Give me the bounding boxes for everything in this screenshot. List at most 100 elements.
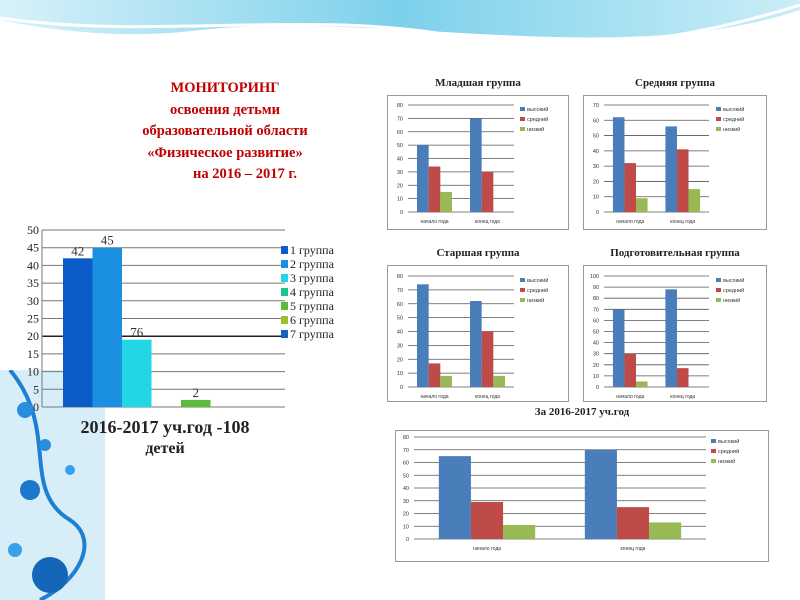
y-tick-label: 30 bbox=[397, 343, 403, 349]
bar-высокий bbox=[612, 309, 625, 387]
y-tick-label: 15 bbox=[27, 347, 39, 361]
legend-label: средний bbox=[718, 448, 739, 455]
summary-chart-svg: 0 5 10 15 20 25 30 35 40 45 50 42 1 группа 45 2 группа… bbox=[27, 223, 335, 457]
bar-высокий bbox=[470, 118, 482, 212]
y-tick-label: 10 bbox=[593, 374, 599, 380]
bar-низкий bbox=[636, 198, 648, 212]
y-tick-label: 20 bbox=[397, 357, 403, 363]
legend-swatch bbox=[281, 288, 288, 296]
legend-label: высокий bbox=[723, 106, 744, 113]
y-tick-label: 60 bbox=[397, 130, 403, 136]
legend-label: 7 группа bbox=[290, 327, 335, 341]
senior-group-chart: 0 10 20 30 40 50 60 70 80 начало года конец года вы… bbox=[387, 265, 569, 402]
chart-title: За 2016-2017 уч.год bbox=[534, 406, 630, 418]
bar-высокий bbox=[417, 284, 429, 387]
legend-label: средний bbox=[723, 287, 744, 294]
y-tick-label: 45 bbox=[27, 241, 39, 255]
y-tick-label: 30 bbox=[27, 294, 39, 308]
y-tick-label: 0 bbox=[400, 385, 403, 391]
y-tick-label: 70 bbox=[593, 307, 599, 313]
y-tick-label: 20 bbox=[403, 512, 409, 518]
bar-низкий bbox=[636, 381, 648, 387]
x-tick-label: начало года bbox=[616, 219, 644, 225]
y-tick-label: 20 bbox=[397, 183, 403, 189]
bar-низкий bbox=[493, 375, 505, 387]
legend-label: 5 группа bbox=[290, 299, 335, 313]
legend-swatch bbox=[716, 107, 721, 111]
legend-label: низкий bbox=[527, 126, 544, 133]
y-tick-label: 10 bbox=[397, 371, 403, 377]
y-tick-label: 40 bbox=[397, 330, 403, 336]
bar-средний bbox=[624, 163, 637, 212]
legend-label: 4 группа bbox=[290, 285, 335, 299]
y-tick-label: 40 bbox=[27, 258, 39, 272]
chart-title: Старшая группа bbox=[436, 247, 520, 259]
legend-label: высокий bbox=[718, 438, 739, 445]
x-tick-label: конец года bbox=[475, 394, 500, 400]
y-tick-label: 10 bbox=[397, 197, 403, 203]
middle-group-chart: 0 10 20 30 40 50 60 70 начало года конец года высо… bbox=[583, 95, 767, 230]
legend-swatch bbox=[716, 117, 721, 121]
bar-средний bbox=[481, 331, 494, 387]
legend-label: 2 группа bbox=[290, 257, 335, 271]
legend-swatch bbox=[520, 278, 525, 282]
y-tick-label: 10 bbox=[593, 195, 599, 201]
y-tick-label: 80 bbox=[397, 103, 403, 109]
bar-высокий bbox=[665, 289, 677, 387]
chart-title: Младшая группа bbox=[435, 77, 521, 89]
legend-swatch bbox=[520, 288, 525, 292]
y-tick-label: 20 bbox=[593, 179, 599, 185]
y-tick-label: 35 bbox=[27, 276, 39, 290]
legend-swatch bbox=[716, 127, 721, 131]
legend-label: 3 группа bbox=[290, 271, 335, 285]
bar-средний bbox=[676, 149, 689, 212]
x-tick-label: начало года bbox=[473, 546, 501, 552]
bar-средний bbox=[428, 166, 441, 212]
legend-swatch bbox=[520, 298, 525, 302]
bar-3 bbox=[122, 339, 152, 407]
y-tick-label: 0 bbox=[406, 537, 409, 543]
y-tick-label: 20 bbox=[593, 363, 599, 369]
bar-высокий bbox=[612, 117, 625, 212]
x-axis-label: 2016-2017 уч.год -108 bbox=[81, 417, 250, 437]
y-tick-label: 0 bbox=[400, 210, 403, 216]
junior-group-chart: 0 10 20 30 40 50 60 70 80 начало года конец года вы… bbox=[387, 95, 569, 230]
y-tick-label: 5 bbox=[33, 382, 39, 396]
y-tick-label: 0 bbox=[33, 400, 39, 414]
y-tick-label: 60 bbox=[593, 318, 599, 324]
legend-swatch bbox=[711, 449, 716, 453]
legend-label: низкий bbox=[527, 297, 544, 304]
y-tick-label: 30 bbox=[593, 164, 599, 170]
chart-title: Средняя группа bbox=[635, 77, 715, 89]
legend-label: средний bbox=[527, 287, 548, 294]
legend-label: низкий bbox=[723, 126, 740, 133]
y-tick-label: 50 bbox=[27, 223, 39, 237]
data-label: 2 bbox=[193, 385, 200, 400]
y-tick-label: 0 bbox=[596, 385, 599, 391]
bar-средний bbox=[624, 353, 637, 387]
legend-swatch bbox=[716, 278, 721, 282]
legend-swatch bbox=[281, 302, 288, 310]
bar-низкий bbox=[440, 191, 452, 212]
legend-label: низкий bbox=[723, 297, 740, 304]
legend-label: высокий bbox=[723, 277, 744, 284]
bar-5 bbox=[181, 399, 211, 407]
legend-label: 6 группа bbox=[290, 313, 335, 327]
legend-swatch bbox=[711, 459, 716, 463]
x-tick-label: конец года bbox=[670, 219, 695, 225]
chart-title: Подготовительная группа bbox=[610, 247, 740, 259]
y-tick-label: 50 bbox=[593, 330, 599, 336]
y-tick-label: 60 bbox=[403, 461, 409, 467]
bar-средний bbox=[470, 502, 504, 539]
x-tick-label: начало года bbox=[420, 219, 448, 225]
y-tick-label: 60 bbox=[593, 118, 599, 124]
legend-label: высокий bbox=[527, 106, 548, 113]
bar-1 bbox=[63, 258, 93, 407]
y-tick-label: 70 bbox=[397, 116, 403, 122]
y-tick-label: 40 bbox=[397, 157, 403, 163]
bar-высокий bbox=[584, 449, 617, 539]
y-tick-label: 20 bbox=[27, 329, 39, 343]
legend-label: низкий bbox=[718, 458, 735, 465]
y-tick-label: 50 bbox=[397, 143, 403, 149]
bar-средний bbox=[428, 363, 441, 387]
